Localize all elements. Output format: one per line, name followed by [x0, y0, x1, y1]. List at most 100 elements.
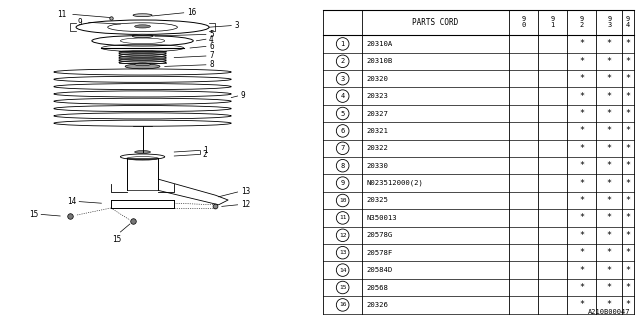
Text: 7: 7: [209, 52, 214, 60]
Ellipse shape: [134, 25, 150, 28]
Text: *: *: [579, 39, 584, 48]
Text: 4: 4: [340, 93, 345, 99]
Text: *: *: [607, 109, 612, 118]
Text: 8: 8: [340, 163, 345, 169]
Text: *: *: [625, 196, 630, 205]
Text: *: *: [579, 231, 584, 240]
Text: 1: 1: [203, 146, 207, 155]
Text: 6: 6: [340, 128, 345, 134]
Text: 20330: 20330: [367, 163, 388, 169]
Ellipse shape: [134, 63, 150, 66]
Text: 9
0: 9 0: [522, 16, 526, 28]
Text: 11: 11: [57, 10, 67, 19]
Text: 20326: 20326: [367, 302, 388, 308]
Text: *: *: [625, 126, 630, 135]
Text: A210B00047: A210B00047: [588, 309, 630, 315]
Text: 20578G: 20578G: [367, 232, 393, 238]
Text: *: *: [625, 266, 630, 275]
Text: *: *: [625, 283, 630, 292]
Ellipse shape: [132, 34, 153, 38]
Text: 20321: 20321: [367, 128, 388, 134]
Text: *: *: [579, 300, 584, 309]
Text: 16: 16: [187, 8, 196, 17]
Text: 15: 15: [339, 285, 346, 290]
Text: 15: 15: [29, 210, 38, 219]
Text: *: *: [607, 213, 612, 222]
Text: *: *: [625, 213, 630, 222]
Text: 14: 14: [339, 268, 346, 273]
Text: 9: 9: [340, 180, 345, 186]
Text: *: *: [579, 179, 584, 188]
Text: *: *: [579, 248, 584, 257]
Text: *: *: [607, 57, 612, 66]
Text: *: *: [625, 57, 630, 66]
Text: 16: 16: [339, 302, 346, 308]
Text: 9
3: 9 3: [607, 16, 611, 28]
Text: 20310A: 20310A: [367, 41, 393, 47]
Text: 20320: 20320: [367, 76, 388, 82]
Text: *: *: [625, 92, 630, 100]
Text: *: *: [607, 144, 612, 153]
Text: 2: 2: [203, 150, 207, 159]
Text: 4: 4: [209, 35, 214, 44]
Text: 14: 14: [67, 197, 76, 206]
Text: 10: 10: [339, 198, 346, 203]
Text: 9: 9: [77, 18, 83, 27]
Text: 11: 11: [339, 215, 346, 220]
Text: *: *: [625, 109, 630, 118]
Text: *: *: [625, 161, 630, 170]
Text: *: *: [607, 126, 612, 135]
Text: 15: 15: [113, 235, 122, 244]
Text: 20584D: 20584D: [367, 267, 393, 273]
Text: 20323: 20323: [367, 93, 388, 99]
Text: *: *: [579, 266, 584, 275]
Text: *: *: [607, 266, 612, 275]
Text: PARTS CORD: PARTS CORD: [412, 18, 459, 27]
Text: 20327: 20327: [367, 110, 388, 116]
Text: *: *: [607, 248, 612, 257]
Text: 2: 2: [340, 58, 345, 64]
Ellipse shape: [125, 64, 160, 69]
Text: *: *: [607, 39, 612, 48]
Text: 6: 6: [209, 42, 214, 51]
Text: 13: 13: [339, 250, 346, 255]
Text: *: *: [579, 196, 584, 205]
Text: 20568: 20568: [367, 284, 388, 291]
Text: *: *: [579, 144, 584, 153]
Text: *: *: [579, 92, 584, 100]
Text: N350013: N350013: [367, 215, 397, 221]
Text: *: *: [625, 231, 630, 240]
Text: N023512000(2): N023512000(2): [367, 180, 424, 186]
Text: *: *: [625, 179, 630, 188]
Text: 20322: 20322: [367, 145, 388, 151]
Text: 9
4: 9 4: [626, 16, 630, 28]
Text: *: *: [579, 213, 584, 222]
Text: 9
1: 9 1: [550, 16, 555, 28]
Text: *: *: [607, 196, 612, 205]
Text: 12: 12: [241, 200, 250, 209]
Text: 3: 3: [234, 21, 239, 30]
Text: 9: 9: [241, 92, 245, 100]
Text: *: *: [579, 283, 584, 292]
Text: *: *: [625, 248, 630, 257]
Text: *: *: [579, 57, 584, 66]
Text: 9
2: 9 2: [580, 16, 584, 28]
Text: *: *: [607, 283, 612, 292]
Text: 7: 7: [340, 145, 345, 151]
Text: *: *: [625, 39, 630, 48]
Text: *: *: [607, 161, 612, 170]
Text: *: *: [607, 74, 612, 83]
Text: *: *: [625, 144, 630, 153]
Text: *: *: [625, 300, 630, 309]
Text: *: *: [607, 300, 612, 309]
Text: *: *: [607, 92, 612, 100]
Text: *: *: [579, 126, 584, 135]
Text: 5: 5: [340, 110, 345, 116]
Text: 12: 12: [339, 233, 346, 238]
Text: *: *: [607, 179, 612, 188]
Text: *: *: [579, 74, 584, 83]
Text: *: *: [607, 231, 612, 240]
Text: 8: 8: [209, 60, 214, 69]
Text: 13: 13: [241, 188, 250, 196]
Text: *: *: [579, 161, 584, 170]
